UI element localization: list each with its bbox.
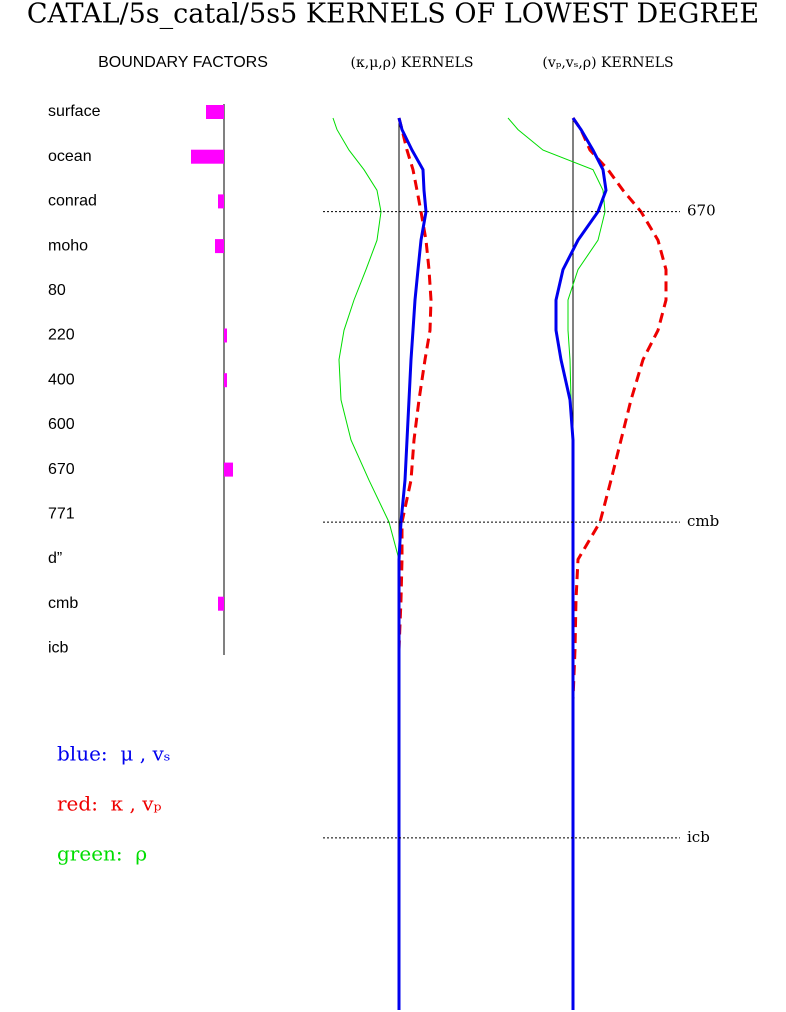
category-label: 80 — [48, 282, 66, 299]
category-label: ocean — [48, 148, 92, 165]
kernel-curve — [507, 117, 606, 1010]
depth-label: cmb — [687, 512, 719, 530]
bar — [224, 462, 233, 477]
category-label: conrad — [48, 193, 97, 210]
bar — [218, 194, 224, 209]
category-label: 220 — [48, 327, 75, 344]
depth-label: 670 — [687, 202, 716, 220]
bar — [215, 239, 224, 254]
legend-entry: green: ρ — [57, 842, 147, 866]
kernel-curve — [571, 117, 668, 700]
kernel-curve — [332, 117, 400, 1010]
bar — [218, 596, 224, 611]
kernel-curve — [554, 117, 608, 1010]
category-label: surface — [48, 103, 101, 120]
category-label: 400 — [48, 371, 75, 388]
panel-title: (κ,μ,ρ) KERNELS — [351, 55, 474, 71]
depth-label: icb — [687, 828, 710, 846]
category-label: 771 — [48, 506, 75, 523]
kernel-curve — [397, 117, 428, 1010]
category-label: 600 — [48, 416, 75, 433]
panel-title: BOUNDARY FACTORS — [98, 54, 268, 71]
figure-title: CATAL/5s_catal/5s5 KERNELS OF LOWEST DEG… — [27, 0, 759, 30]
bar — [206, 105, 224, 119]
bar — [224, 328, 227, 343]
category-label: cmb — [48, 595, 78, 612]
bar — [224, 373, 227, 388]
legend-entry: red: κ , vₚ — [57, 792, 162, 816]
panel-title: (vₚ,vₛ,ρ) KERNELS — [542, 55, 673, 71]
category-label: icb — [48, 640, 69, 657]
kernel-curve — [397, 117, 433, 751]
category-label: moho — [48, 237, 88, 254]
category-label: 670 — [48, 461, 75, 478]
category-label: d” — [48, 550, 62, 567]
bar — [191, 149, 224, 164]
legend-entry: blue: μ , vₛ — [57, 742, 170, 766]
